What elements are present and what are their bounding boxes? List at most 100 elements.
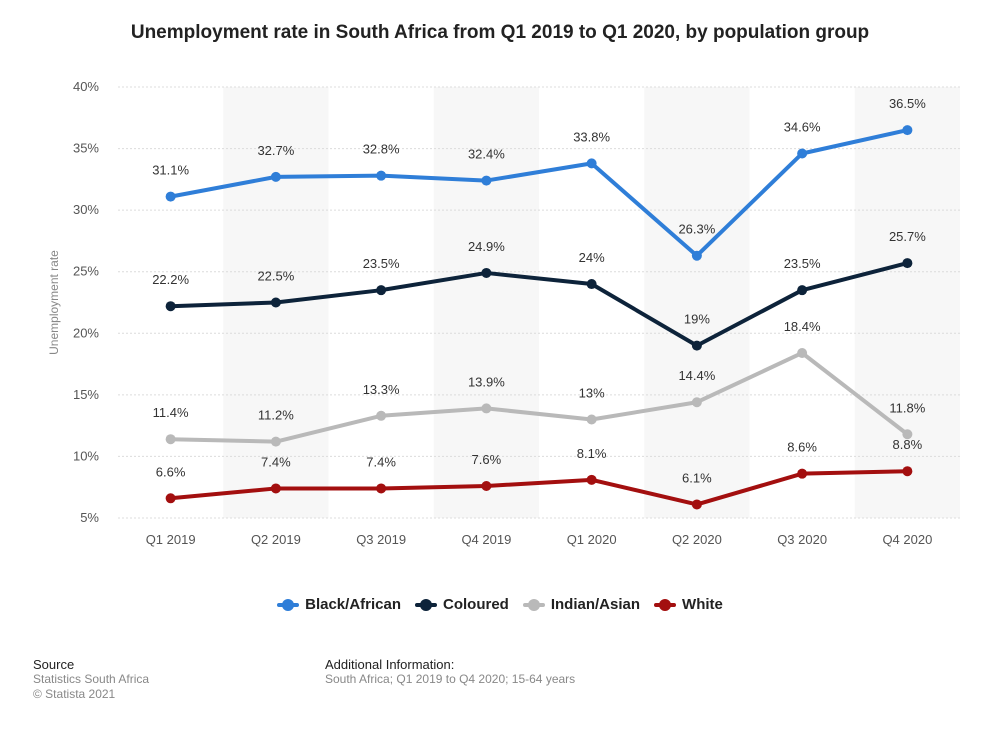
data-point (902, 258, 913, 269)
source-block: Source Statistics South Africa © Statist… (33, 657, 149, 702)
data-label: 13% (579, 385, 605, 400)
x-tick-label: Q4 2020 (882, 532, 932, 547)
source-heading: Source (33, 657, 75, 672)
data-point (270, 436, 281, 447)
data-point (481, 480, 492, 491)
line-chart: 5% 10% 15% 20% 25% 30% 35% 40% Unemployment rate… (47, 79, 960, 547)
series-line-4 (168, 469, 910, 507)
chart-legend: Black/African Coloured Indian/Asian Whit… (0, 596, 1000, 613)
chart-title: Unemployment rate in South Africa from Q… (130, 22, 870, 43)
data-point (165, 301, 176, 312)
additional-info-text: South Africa; Q1 2019 to Q4 2020; 15-64 … (325, 672, 576, 686)
data-point (691, 340, 702, 351)
legend-label: Indian/Asian (550, 596, 641, 613)
data-label: 34.6% (784, 119, 821, 134)
data-point (691, 499, 702, 510)
x-tick-label: Q3 2019 (356, 532, 406, 547)
x-tick-label: Q2 2019 (251, 532, 301, 547)
x-tick-label: Q1 2020 (567, 532, 617, 547)
data-label: 7.4% (366, 454, 396, 469)
data-point (586, 414, 597, 425)
data-label: 32.4% (468, 147, 505, 162)
data-label: 32.8% (363, 142, 400, 157)
data-point (586, 158, 597, 169)
x-tick-label: Q4 2019 (461, 532, 511, 547)
data-label: 31.1% (152, 163, 189, 178)
y-tick-label: 40% (73, 79, 99, 94)
data-label: 7.6% (472, 452, 502, 467)
legend-swatch-indian-asian (522, 598, 545, 611)
copyright-line: © Statista 2021 (33, 687, 116, 701)
source-line: Statistics South Africa (33, 672, 150, 686)
data-point (797, 148, 808, 159)
data-point (797, 285, 808, 296)
data-point (902, 125, 913, 136)
data-point (376, 410, 387, 421)
y-tick-label: 10% (73, 448, 99, 463)
data-point (270, 297, 281, 308)
data-point (165, 493, 176, 504)
data-label: 24% (579, 250, 605, 265)
legend-label: Coloured (443, 596, 509, 613)
data-label: 26.3% (678, 222, 715, 237)
legend-label: Black/African (305, 596, 401, 613)
data-point (481, 403, 492, 414)
data-label: 32.7% (257, 143, 294, 158)
y-tick-label: 15% (73, 387, 99, 402)
data-label: 25.7% (889, 229, 926, 244)
data-label: 13.9% (468, 374, 505, 389)
data-point (270, 483, 281, 494)
data-point (902, 466, 913, 477)
y-tick-label: 5% (80, 510, 99, 525)
data-label: 11.8% (889, 400, 925, 415)
data-point (481, 175, 492, 186)
legend-item-black-african[interactable]: Black/African (277, 596, 401, 613)
data-label: 24.9% (468, 239, 505, 254)
additional-info-heading: Additional Information: (325, 657, 455, 672)
y-tick-label: 20% (73, 325, 99, 340)
data-label: 8.1% (577, 446, 607, 461)
data-label: 33.8% (573, 129, 610, 144)
series-line-3 (168, 350, 910, 444)
legend-swatch-white (654, 598, 677, 611)
legend-item-white[interactable]: White (654, 596, 723, 613)
x-tick-label: Q1 2019 (146, 532, 196, 547)
data-label: 8.6% (787, 440, 817, 455)
y-axis-title: Unemployment rate (47, 250, 61, 355)
y-tick-label: 25% (73, 264, 99, 279)
data-label: 6.6% (156, 464, 186, 479)
data-point (797, 347, 808, 358)
data-point (586, 279, 597, 290)
x-tick-label: Q2 2020 (672, 532, 722, 547)
legend-label: White (682, 596, 723, 613)
data-point (270, 171, 281, 182)
data-label: 23.5% (363, 256, 400, 271)
legend-item-indian-asian[interactable]: Indian/Asian (522, 596, 641, 613)
data-point (376, 285, 387, 296)
legend-swatch-coloured (415, 598, 437, 611)
x-tick-label: Q3 2020 (777, 532, 827, 547)
data-label: 14.4% (678, 368, 715, 383)
data-label: 11.2% (258, 408, 294, 423)
data-point (902, 429, 913, 440)
data-point (376, 170, 387, 181)
data-label: 13.3% (363, 382, 400, 397)
column-band (433, 87, 539, 518)
data-label: 22.5% (257, 269, 294, 284)
data-label: 8.8% (893, 437, 923, 452)
legend-swatch-black-african (277, 598, 300, 611)
data-label: 23.5% (784, 256, 821, 271)
data-point (376, 483, 387, 494)
y-tick-label: 30% (73, 202, 99, 217)
series-line-2 (168, 261, 910, 348)
data-label: 19% (684, 312, 710, 327)
data-label: 7.4% (261, 454, 291, 469)
data-label: 6.1% (682, 470, 712, 485)
data-label: 36.5% (889, 96, 926, 111)
data-point (165, 191, 176, 202)
y-tick-label: 35% (73, 141, 99, 156)
data-point (691, 397, 702, 408)
legend-item-coloured[interactable]: Coloured (415, 596, 509, 613)
data-point (797, 468, 808, 479)
data-point (586, 474, 597, 485)
